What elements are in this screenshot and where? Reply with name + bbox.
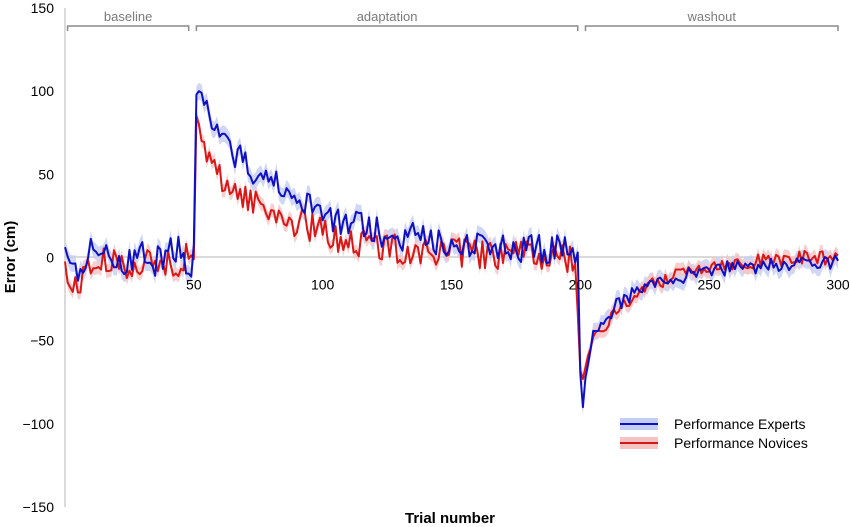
phase-washout: washout (584, 9, 839, 31)
legend: Performance Experts Performance Novices (620, 416, 808, 451)
phase-bars: baseline adaptation washout (66, 9, 839, 31)
y-tick-label: −50 (30, 333, 54, 349)
y-tick-label: 50 (38, 166, 54, 182)
x-tick-label: 300 (826, 277, 850, 293)
phase-bar (195, 25, 579, 31)
x-tick-label: 250 (697, 277, 721, 293)
x-tick-label: 100 (311, 277, 335, 293)
series-lines (64, 90, 839, 409)
legend-item-novices: Performance Novices (620, 435, 808, 451)
phase-adaptation: adaptation (195, 9, 579, 31)
phase-label: washout (687, 9, 737, 24)
confidence-bands (65, 82, 838, 416)
y-tick-label: 100 (31, 83, 55, 99)
legend-label-experts: Performance Experts (674, 416, 806, 432)
y-tick-label: −100 (22, 416, 54, 432)
series-band-0 (65, 82, 838, 416)
y-tick-label: −150 (22, 499, 54, 515)
y-tick-label: 150 (31, 0, 55, 16)
legend-label-novices: Performance Novices (674, 435, 808, 451)
y-tick-label: 0 (46, 250, 54, 266)
x-tick-label: 150 (440, 277, 464, 293)
phase-bar (66, 25, 190, 31)
phase-bar (584, 25, 839, 31)
series-line-0 (64, 90, 839, 409)
legend-item-experts: Performance Experts (620, 416, 806, 432)
phase-label: adaptation (357, 9, 418, 24)
phase-baseline: baseline (66, 9, 190, 31)
x-tick-label: 50 (186, 277, 202, 293)
tick-labels: 150 100 50 0 −50 −100 −150 50 100 150 200 250 300 (22, 0, 849, 515)
x-axis-title: Trial number (405, 510, 495, 527)
x-tick-label: 200 (569, 277, 593, 293)
phase-label: baseline (104, 9, 152, 24)
y-axis-title: Error (cm) (2, 221, 19, 294)
